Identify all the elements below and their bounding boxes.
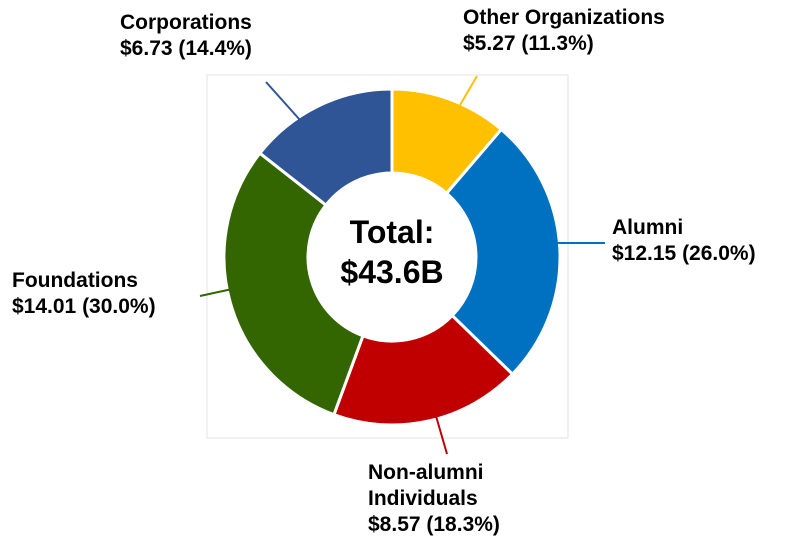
- value-label: $14.01 (30.0%): [12, 295, 156, 318]
- value-label: $6.73 (14.4%): [120, 37, 252, 60]
- center-label: Total: $43.6B: [340, 214, 444, 290]
- value-label: $12.15 (26.0%): [612, 242, 756, 265]
- slice: [257, 87, 394, 208]
- leader-line: [265, 81, 301, 121]
- slice-label: Corporations $6.73 (14.4%): [120, 10, 320, 62]
- leader-line: [199, 285, 247, 297]
- value-label: $8.57 (18.3%): [368, 513, 500, 536]
- category-name: Corporations: [120, 11, 252, 34]
- category-name: Alumni: [612, 216, 684, 239]
- plot-frame: [206, 74, 569, 439]
- slice-label: Other Organizations $5.27 (11.3%): [463, 5, 763, 57]
- category-name: Non-alumni Individuals: [368, 461, 484, 510]
- category-name: Other Organizations: [463, 6, 665, 29]
- value-label: $5.27 (11.3%): [463, 32, 594, 55]
- slice-label: Alumni $12.15 (26.0%): [612, 215, 786, 267]
- category-name: Foundations: [12, 269, 138, 292]
- slice: [444, 127, 562, 377]
- slice: [222, 151, 365, 417]
- slice: [332, 313, 515, 427]
- leader-line: [435, 415, 448, 455]
- slice-label: Non-alumni Individuals $8.57 (18.3%): [368, 460, 518, 538]
- slice-label: Foundations $14.01 (30.0%): [12, 268, 212, 320]
- leader-line: [459, 75, 478, 106]
